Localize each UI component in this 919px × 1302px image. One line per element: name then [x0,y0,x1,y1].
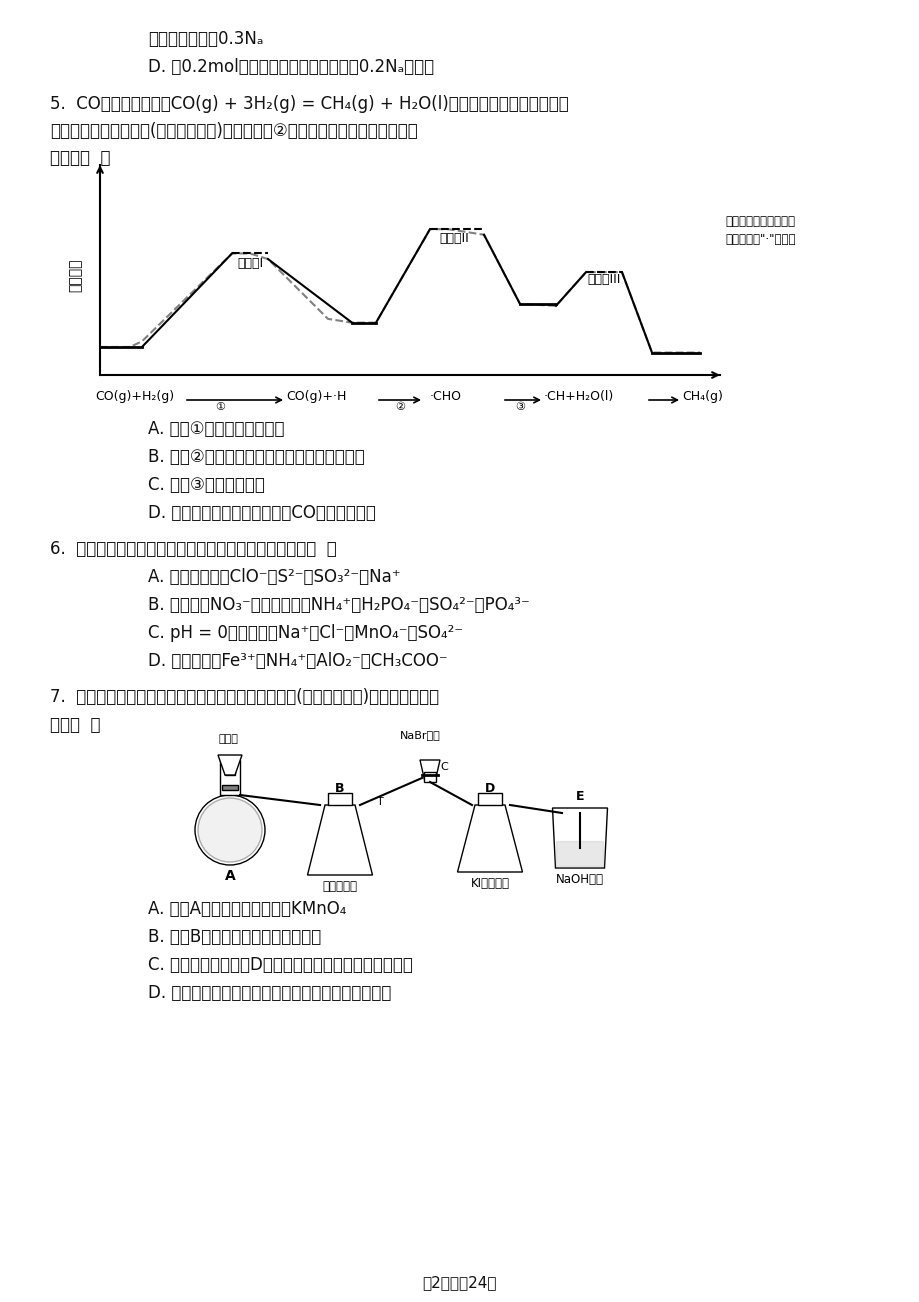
Text: D. 含0.2mol共价键的水蒸气分子间存在0.2Nₐ个氢键: D. 含0.2mol共价键的水蒸气分子间存在0.2Nₐ个氢键 [148,59,434,76]
Text: 确的是（  ）: 确的是（ ） [50,148,110,167]
Text: A. 装置A烧瓶内的试剂可以是KMnO₄: A. 装置A烧瓶内的试剂可以是KMnO₄ [148,900,346,918]
Text: B: B [335,783,345,796]
Text: 过渡态I: 过渡态I [237,256,263,270]
Polygon shape [556,841,603,866]
Polygon shape [552,809,607,868]
Polygon shape [457,805,522,872]
Text: C. 实验结束后，振荡D会观察到液体分层且下层呈紫红色: C. 实验结束后，振荡D会观察到液体分层且下层呈紫红色 [148,956,413,974]
Circle shape [195,796,265,865]
Text: C. pH = 0的溶液中：Na⁺、Cl⁻、MnO₄⁻、SO₄²⁻: C. pH = 0的溶液中：Na⁺、Cl⁻、MnO₄⁻、SO₄²⁻ [148,624,462,642]
Text: NaOH溶液: NaOH溶液 [555,874,604,885]
Polygon shape [420,760,439,783]
Text: 5.  CO甲烷化反应为：CO(g) + 3H₂(g) = CH₄(g) + H₂O(l)。如图是使用某种催化剂时: 5. CO甲烷化反应为：CO(g) + 3H₂(g) = CH₄(g) + H₂… [50,95,568,113]
Text: D: D [484,783,494,796]
Text: ·CHO: ·CHO [429,391,461,404]
Text: （其中吸附在催化剂表: （其中吸附在催化剂表 [724,215,794,228]
Text: ③: ③ [515,402,525,411]
Text: CO(g)+·H: CO(g)+·H [286,391,346,404]
Text: A. 碱性溶液中：ClO⁻、S²⁻、SO₃²⁻、Na⁺: A. 碱性溶液中：ClO⁻、S²⁻、SO₃²⁻、Na⁺ [148,568,400,586]
Bar [221,785,238,790]
Text: A. 步骤①只有非极性键断裂: A. 步骤①只有非极性键断裂 [148,421,284,437]
Text: D. 中性溶液：Fe³⁺、NH₄⁺、AlO₂⁻、CH₃COO⁻: D. 中性溶液：Fe³⁺、NH₄⁺、AlO₂⁻、CH₃COO⁻ [148,652,448,671]
Text: NaBr溶液: NaBr溶液 [399,730,440,740]
Bar [328,793,352,805]
Text: 移电子的数目为0.3Nₐ: 移电子的数目为0.3Nₐ [148,30,263,48]
Text: 浓盐酸: 浓盐酸 [218,734,238,743]
Text: 的是（  ）: 的是（ ） [50,716,100,734]
Text: B. 步骤②速率最慢的原因可能是其活化能最高: B. 步骤②速率最慢的原因可能是其活化能最高 [148,448,364,466]
Text: CO(g)+H₂(g): CO(g)+H₂(g) [95,391,174,404]
Text: 过渡态III: 过渡态III [586,273,620,286]
Bar [225,760,234,775]
Text: 第2页，共24页: 第2页，共24页 [423,1275,496,1290]
Text: B. 含有大量NO₃⁻的水溶液中：NH₄⁺、H₂PO₄⁻、SO₄²⁻、PO₄³⁻: B. 含有大量NO₃⁻的水溶液中：NH₄⁺、H₂PO₄⁻、SO₄²⁻、PO₄³⁻ [148,596,529,615]
Text: ①: ① [215,402,225,411]
Text: ·CH+H₂O(l): ·CH+H₂O(l) [543,391,614,404]
Circle shape [198,798,262,862]
Text: 饱和食盐水: 饱和食盐水 [323,880,357,893]
Bar [424,772,436,783]
Text: ②: ② [394,402,404,411]
Text: 6.  常温下，下列各组离子在指定溶液中能大量共存的是（  ）: 6. 常温下，下列各组离子在指定溶液中能大量共存的是（ ） [50,540,336,559]
Text: 7.  图是实验室制备氯气并进行一系列相关实验的装置(夹持设备已略)。下列说法错误: 7. 图是实验室制备氯气并进行一系列相关实验的装置(夹持设备已略)。下列说法错误 [50,687,438,706]
Text: C. 步骤③需要吸收热量: C. 步骤③需要吸收热量 [148,477,265,493]
Text: 过渡态II: 过渡态II [438,232,469,245]
Text: CH₄(g): CH₄(g) [681,391,722,404]
Text: 相对能量: 相对能量 [68,258,82,292]
Text: D. 利用该装置能证明氯、溴、碘的非金属性逐渐减弱: D. 利用该装置能证明氯、溴、碘的非金属性逐渐减弱 [148,984,391,1003]
Text: C: C [439,762,448,772]
Text: T: T [376,797,383,807]
Text: A: A [224,868,235,883]
Text: B. 装置B具有除杂和贮存气体的作用: B. 装置B具有除杂和贮存气体的作用 [148,928,321,947]
Text: KI溶液和淀: KI溶液和淀 [470,878,509,891]
Bar [220,760,240,796]
Text: 转化过程中的能量变化(部分物质省略)，其中步骤②反应速率最慢。下列说法不正: 转化过程中的能量变化(部分物质省略)，其中步骤②反应速率最慢。下列说法不正 [50,122,417,141]
Text: D. 使用该催化剂不能有效提高CO的平衡转化率: D. 使用该催化剂不能有效提高CO的平衡转化率 [148,504,376,522]
Polygon shape [218,755,242,775]
Bar [478,793,502,805]
Text: 面的物种用"·"标注）: 面的物种用"·"标注） [724,233,795,246]
Text: E: E [575,790,584,803]
Polygon shape [307,805,372,875]
